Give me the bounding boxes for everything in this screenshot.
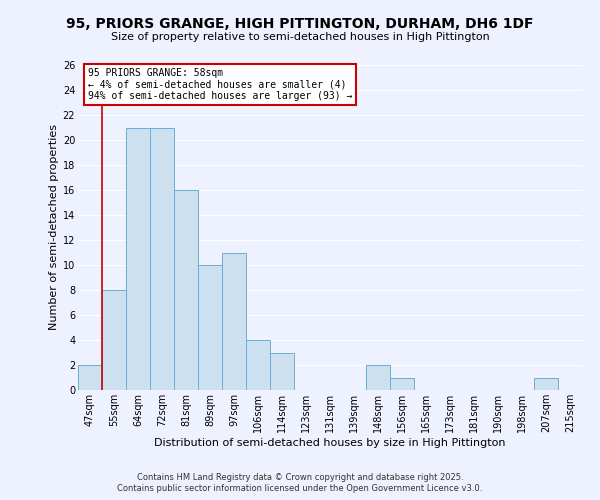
Y-axis label: Number of semi-detached properties: Number of semi-detached properties: [49, 124, 59, 330]
Text: Size of property relative to semi-detached houses in High Pittington: Size of property relative to semi-detach…: [110, 32, 490, 42]
Bar: [246, 340, 270, 390]
Bar: [126, 128, 150, 390]
Bar: [78, 365, 102, 390]
Text: Contains public sector information licensed under the Open Government Licence v3: Contains public sector information licen…: [118, 484, 482, 493]
X-axis label: Distribution of semi-detached houses by size in High Pittington: Distribution of semi-detached houses by …: [154, 438, 506, 448]
Bar: [174, 190, 198, 390]
Text: Contains HM Land Registry data © Crown copyright and database right 2025.: Contains HM Land Registry data © Crown c…: [137, 472, 463, 482]
Bar: [198, 265, 222, 390]
Bar: [150, 128, 174, 390]
Bar: [102, 290, 126, 390]
Text: 95 PRIORS GRANGE: 58sqm
← 4% of semi-detached houses are smaller (4)
94% of semi: 95 PRIORS GRANGE: 58sqm ← 4% of semi-det…: [88, 68, 352, 102]
Bar: [534, 378, 558, 390]
Bar: [270, 352, 294, 390]
Bar: [222, 252, 246, 390]
Bar: [366, 365, 390, 390]
Bar: [390, 378, 414, 390]
Text: 95, PRIORS GRANGE, HIGH PITTINGTON, DURHAM, DH6 1DF: 95, PRIORS GRANGE, HIGH PITTINGTON, DURH…: [66, 18, 534, 32]
